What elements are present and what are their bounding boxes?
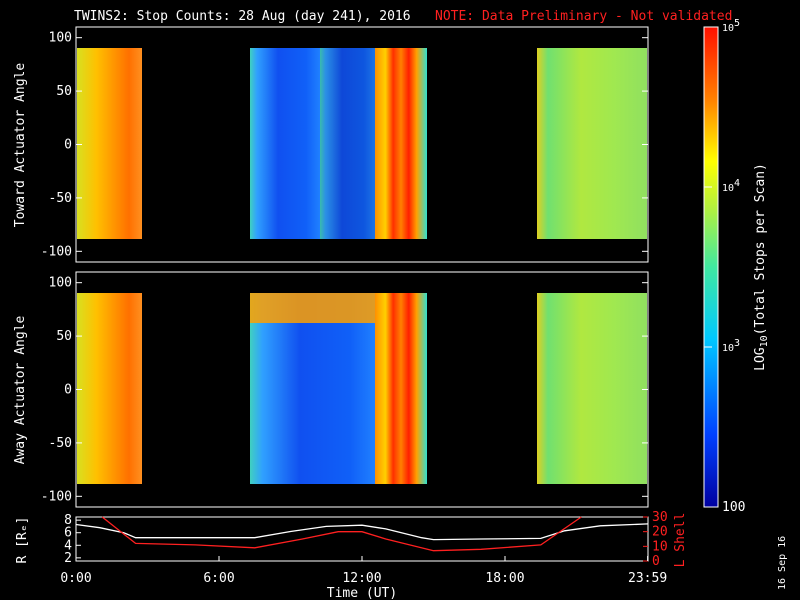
- colorbar-label: LOG10(Total Stops per Scan): [753, 163, 770, 371]
- heatmap-blocks: [77, 48, 647, 239]
- y-tick-label: -100: [41, 244, 72, 259]
- r-tick-label: 2: [64, 551, 72, 566]
- colorbar-gradient: [703, 26, 719, 508]
- colorbar-tick-label: 100: [722, 500, 745, 515]
- time-axis: 0:00 6:00 12:00 18:00 23:59: [60, 556, 667, 586]
- heatmap-panel-away: 100 50 0 -50 -100 Away Actuator Angle: [13, 271, 649, 508]
- colorbar: 105 104 103 100 LOG10(Total Stops per Scan): [703, 18, 770, 515]
- r-tick-label: 4: [64, 538, 72, 553]
- heatmap-block-3: [375, 293, 427, 484]
- heatmap-blocks: [77, 293, 647, 484]
- colorbar-label-main: LOG: [753, 347, 768, 371]
- y-tick-label: -50: [49, 436, 72, 451]
- r-axis-label: R [Rₑ]: [15, 517, 30, 564]
- l-shell-tick-label: 30: [652, 510, 668, 525]
- date-stamp: 16 Sep 16: [777, 536, 788, 590]
- y-tick-label: 0: [64, 383, 72, 398]
- r-tick-label: 8: [64, 513, 72, 528]
- y-tick-label: 100: [49, 31, 72, 46]
- y-tick-label: 100: [49, 276, 72, 291]
- l-shell-tick-label: 20: [652, 525, 668, 540]
- heatmap-block-4: [375, 48, 427, 239]
- colorbar-tick-label: 103: [722, 338, 740, 354]
- y-tick-label: -100: [41, 489, 72, 504]
- y-axis-toward: 100 50 0 -50 -100: [41, 31, 648, 259]
- y-tick-label: 50: [56, 84, 72, 99]
- x-tick-label: 6:00: [203, 571, 234, 586]
- y-tick-label: -50: [49, 191, 72, 206]
- y-axis-label-toward: Toward Actuator Angle: [13, 63, 28, 228]
- panel-frame: [75, 516, 649, 562]
- y-axis-label-away: Away Actuator Angle: [13, 315, 28, 464]
- heatmap-block-1: [77, 293, 142, 484]
- l-shell-series-line: [101, 516, 582, 552]
- x-tick-label: 0:00: [60, 571, 91, 586]
- r-tick-label: 6: [64, 526, 72, 541]
- l-shell-axis-label: L Shell: [673, 513, 688, 568]
- preliminary-note: NOTE: Data Preliminary - Not validated: [435, 9, 732, 24]
- heatmap-block-1: [77, 48, 142, 239]
- l-shell-tick-label: 0: [652, 554, 660, 569]
- x-tick-label: 12:00: [342, 571, 381, 586]
- colorbar-tick-label: 105: [722, 18, 740, 34]
- y-tick-label: 0: [64, 138, 72, 153]
- chart-title: TWINS2: Stop Counts: 28 Aug (day 241), 2…: [74, 9, 411, 24]
- y-tick-label: 50: [56, 329, 72, 344]
- heatmap-block-4: [537, 293, 647, 484]
- r-series-line: [75, 523, 649, 541]
- x-tick-label: 18:00: [485, 571, 524, 586]
- y-axis-away: 100 50 0 -50 -100: [41, 276, 648, 504]
- heatmap-block-2: [250, 48, 320, 239]
- heatmap-block-5: [537, 48, 647, 239]
- x-tick-label: 23:59: [628, 571, 667, 586]
- x-axis-label: Time (UT): [327, 586, 397, 600]
- heatmap-hot-band: [250, 293, 375, 323]
- heatmap-block-3: [320, 48, 375, 239]
- l-shell-tick-label: 10: [652, 539, 668, 554]
- colorbar-ticks: 105 104 103 100: [704, 18, 745, 515]
- colorbar-tick-label: 104: [722, 178, 740, 194]
- colorbar-label-rest: (Total Stops per Scan): [753, 163, 768, 335]
- heatmap-block-2: [250, 293, 375, 484]
- heatmap-panel-toward: 100 50 0 -50 -100 Toward Actuator Angle: [13, 26, 649, 263]
- colorbar-label-sub: 10: [759, 335, 770, 347]
